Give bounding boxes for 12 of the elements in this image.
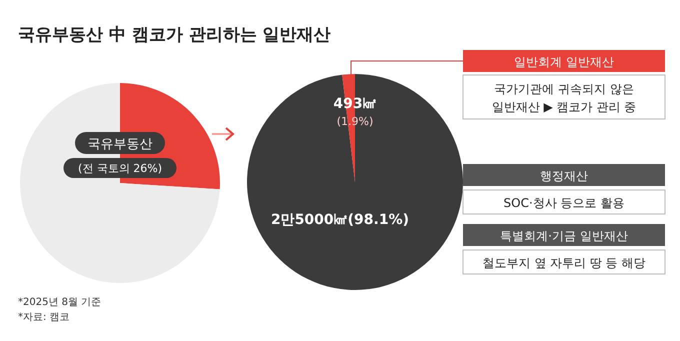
text: 특별회계·기금 일반재산 [500,229,628,243]
text: 행정재산 [540,169,588,183]
chart-title: 국유부동산 中 캠코가 관리하는 일반재산 [18,25,331,45]
text: *자료: 캠코 [18,312,70,323]
data-label: 2만5000㎢(98.1%) [270,212,410,228]
text: 일반회계 일반재산 [514,55,614,69]
slice-label: 국유부동산 [88,137,152,152]
text: 국가기관에 귀속되지 않은 일반재산 ▶ 캠코가 관리 중 [492,82,636,114]
data-label: (전 국토의 26%) [78,162,162,175]
text: 철도부지 옆 자투리 땅 등 해당 [482,256,646,270]
text: *2025년 8월 기준 [18,297,102,308]
text: SOC·청사 등으로 활용 [504,196,624,210]
